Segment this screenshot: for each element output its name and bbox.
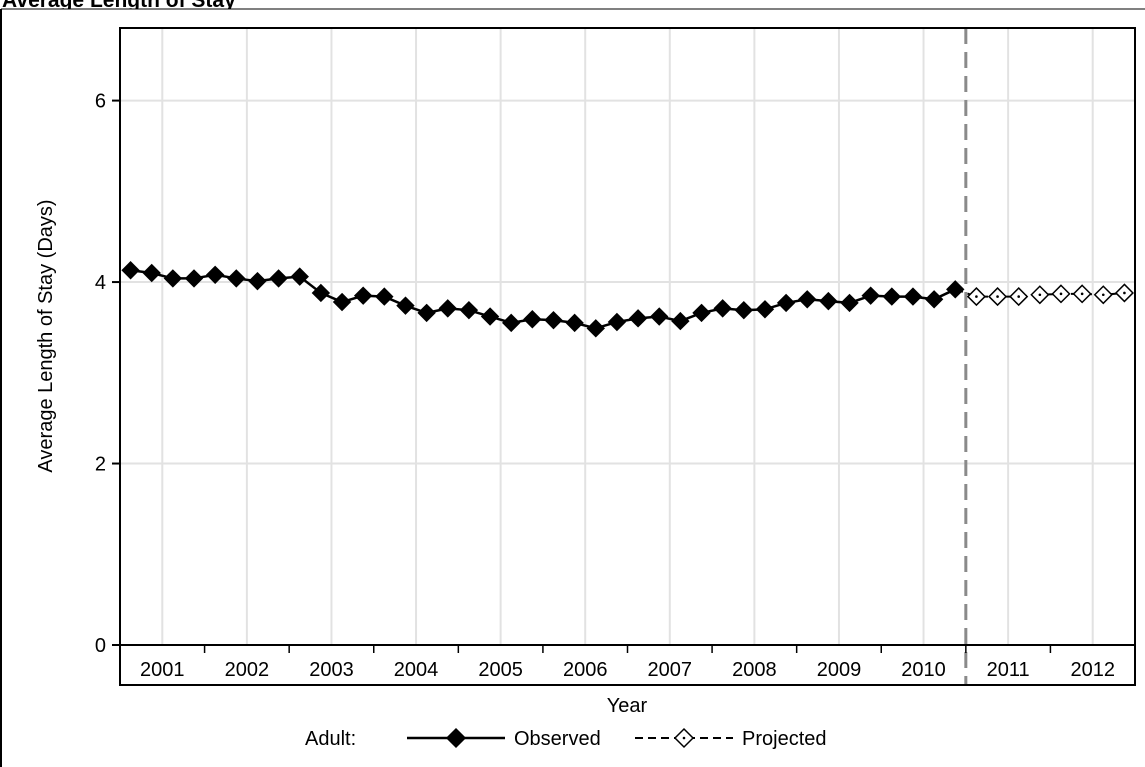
projected-point-dot [975, 295, 978, 298]
projected-point-dot [996, 295, 999, 298]
observed-point [438, 299, 457, 318]
observed-point [544, 310, 563, 330]
legend-observed-marker [445, 727, 467, 749]
chart-title: Average Length of Stay [2, 0, 402, 9]
observed-point [184, 269, 204, 288]
observed-point [142, 263, 161, 283]
x-axis-label: Year [607, 695, 648, 717]
observed-point [248, 271, 267, 291]
observed-point [713, 299, 732, 318]
observed-point [924, 290, 944, 309]
x-tick-label: 2011 [987, 659, 1030, 681]
projected-point-dot [1038, 293, 1042, 297]
observed-point [501, 313, 521, 333]
observed-point [523, 310, 542, 329]
series-markers [121, 261, 1134, 338]
x-axis: 2001 2002 2003 2004 2005 2006 2007 2008 2009 2010… [140, 645, 1115, 681]
x-tick-label: 2003 [309, 659, 354, 681]
observed-point [586, 319, 605, 338]
observed-point [650, 307, 669, 326]
y-tick-label: 6 [95, 91, 106, 113]
observed-point [163, 269, 183, 288]
observed-point [734, 300, 754, 320]
observed-point [692, 303, 711, 323]
observed-point [861, 286, 880, 305]
x-tick-label: 2008 [732, 659, 777, 681]
legend: Adult: Observed Projected [305, 727, 827, 750]
observed-point [946, 280, 965, 299]
observed-point [776, 293, 796, 313]
legend-observed-label: Observed [514, 728, 601, 750]
y-tick-label: 4 [95, 272, 106, 294]
legend-projected-label: Projected [742, 728, 827, 750]
observed-point [459, 300, 479, 320]
legend-group-label: Adult: [305, 728, 356, 750]
y-tick-label: 0 [95, 635, 106, 657]
observed-point [607, 312, 627, 332]
observed-point [353, 286, 373, 305]
observed-point [798, 290, 817, 309]
observed-point [205, 265, 225, 285]
observed-point [290, 267, 309, 286]
series-line-observed [130, 269, 956, 330]
projected-point-dot [1017, 295, 1020, 298]
projected-point-dot [1059, 292, 1063, 296]
x-tick-label: 2005 [478, 659, 523, 681]
observed-point [480, 307, 500, 326]
projected-point-dot [1080, 292, 1084, 296]
observed-point [417, 303, 436, 323]
y-axis-label: Average Length of Stay (Days) [35, 199, 57, 472]
observed-point [840, 293, 859, 313]
projected-point-dot [1101, 293, 1105, 297]
observed-point [396, 296, 415, 315]
observed-point [565, 313, 584, 333]
observed-point [311, 283, 331, 303]
observed-point [903, 287, 923, 306]
x-tick-label: 2006 [563, 659, 608, 681]
y-tick-label: 2 [95, 454, 106, 476]
x-tick-label: 2004 [394, 659, 439, 681]
observed-point [882, 287, 902, 306]
x-tick-label: 2012 [1070, 659, 1115, 681]
legend-projected-dot [682, 736, 686, 740]
observed-point [755, 300, 775, 319]
observed-point [332, 292, 352, 312]
x-tick-label: 2007 [648, 659, 693, 681]
y-axis: 0 2 4 6 [95, 91, 120, 657]
x-tick-label: 2001 [140, 659, 185, 681]
observed-point [227, 269, 246, 288]
x-tick-label: 2009 [817, 659, 862, 681]
observed-point [375, 287, 394, 306]
observed-point [628, 309, 648, 328]
projected-point-dot [1123, 291, 1126, 295]
observed-point [121, 261, 140, 280]
plot-area [119, 27, 1136, 646]
x-tick-label: 2010 [901, 659, 946, 681]
observed-point [819, 291, 838, 311]
x-tick-label: 2002 [225, 659, 270, 681]
grid [120, 28, 1135, 645]
observed-point [269, 269, 288, 288]
observed-point [671, 311, 690, 331]
